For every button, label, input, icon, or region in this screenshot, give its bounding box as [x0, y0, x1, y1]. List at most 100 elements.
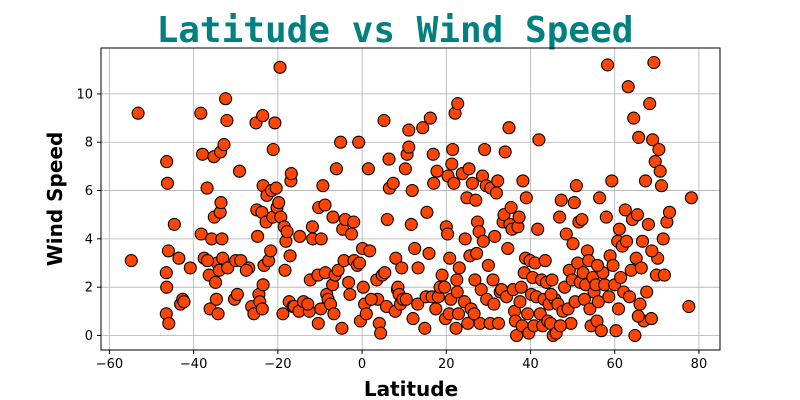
data-point — [621, 80, 635, 94]
data-point — [342, 275, 356, 289]
data-point — [200, 254, 215, 268]
plot-area-frame — [100, 47, 721, 351]
data-point — [327, 307, 341, 321]
y-tick-label: 6 — [85, 184, 93, 199]
data-point — [316, 179, 330, 193]
grid-lines — [101, 48, 720, 350]
data-point — [314, 232, 328, 246]
data-point — [194, 227, 208, 241]
data-point — [638, 174, 653, 188]
data-point — [232, 164, 247, 178]
data-point — [160, 176, 175, 190]
data-point — [359, 307, 373, 321]
data-point — [631, 309, 645, 323]
data-point — [575, 212, 589, 227]
data-point — [590, 258, 605, 272]
data-point — [468, 273, 482, 287]
data-point — [609, 324, 623, 338]
data-point — [447, 176, 461, 190]
x-tick-label: 0 — [358, 357, 366, 372]
data-point — [172, 251, 186, 265]
data-point — [502, 121, 516, 135]
data-point — [208, 275, 223, 289]
data-point — [429, 302, 443, 316]
data-point — [214, 196, 228, 210]
data-point — [452, 261, 466, 275]
data-point — [544, 287, 558, 301]
data-point — [404, 217, 418, 231]
data-point — [269, 181, 283, 195]
data-point — [532, 133, 546, 147]
data-point — [553, 319, 567, 333]
data-point — [554, 193, 568, 207]
data-point — [559, 227, 573, 241]
data-point — [239, 263, 253, 277]
data-point — [474, 283, 488, 297]
data-point — [221, 261, 235, 275]
data-point — [513, 295, 527, 309]
data-point — [161, 244, 175, 258]
data-point — [264, 244, 278, 258]
data-point — [441, 227, 455, 241]
data-point — [364, 292, 378, 306]
data-point — [160, 155, 174, 169]
data-point — [356, 280, 370, 294]
data-point — [602, 290, 616, 304]
data-point — [335, 321, 349, 335]
data-point — [183, 261, 197, 275]
data-point — [443, 251, 457, 265]
data-point — [278, 263, 292, 277]
data-point — [653, 164, 667, 178]
data-point — [256, 109, 270, 123]
data-point — [462, 162, 476, 176]
data-point — [611, 302, 626, 316]
data-point — [283, 249, 297, 263]
data-point — [301, 297, 315, 311]
data-point — [599, 210, 613, 224]
data-point — [293, 229, 307, 243]
data-point — [220, 113, 234, 128]
y-axis-label: Wind Speed — [43, 132, 67, 267]
data-point — [399, 292, 413, 306]
data-point — [470, 246, 484, 260]
data-point — [644, 312, 658, 326]
data-point — [514, 280, 528, 294]
data-point — [378, 266, 392, 280]
y-tick-label: 10 — [76, 87, 93, 102]
data-point — [347, 215, 361, 229]
data-point — [569, 179, 583, 193]
data-points — [124, 55, 698, 343]
data-point — [382, 152, 396, 166]
data-point — [628, 328, 642, 343]
data-point — [416, 121, 430, 135]
data-point — [476, 234, 490, 248]
y-tick-label: 0 — [85, 329, 93, 344]
data-point — [643, 97, 657, 111]
data-point — [521, 307, 535, 321]
data-point — [215, 232, 229, 246]
data-point — [591, 295, 605, 309]
data-point — [377, 113, 391, 128]
y-tick-label: 8 — [85, 136, 93, 151]
data-point — [131, 106, 145, 120]
data-point — [406, 312, 420, 326]
x-tick-label: 40 — [522, 357, 539, 372]
data-point — [380, 212, 394, 227]
data-point — [334, 135, 348, 149]
data-point — [654, 179, 669, 193]
x-axis-label: Latitude — [364, 377, 458, 400]
data-point — [418, 321, 432, 335]
data-point — [284, 167, 298, 181]
data-point — [478, 142, 492, 157]
data-point — [411, 297, 425, 311]
data-point — [402, 140, 416, 154]
data-point — [640, 285, 654, 299]
data-point — [488, 229, 502, 243]
data-point — [647, 55, 661, 70]
data-point — [219, 92, 233, 106]
y-tick-label: 2 — [85, 281, 93, 296]
data-point — [656, 232, 670, 246]
x-tick-label: −20 — [264, 357, 291, 372]
data-point — [422, 246, 436, 260]
